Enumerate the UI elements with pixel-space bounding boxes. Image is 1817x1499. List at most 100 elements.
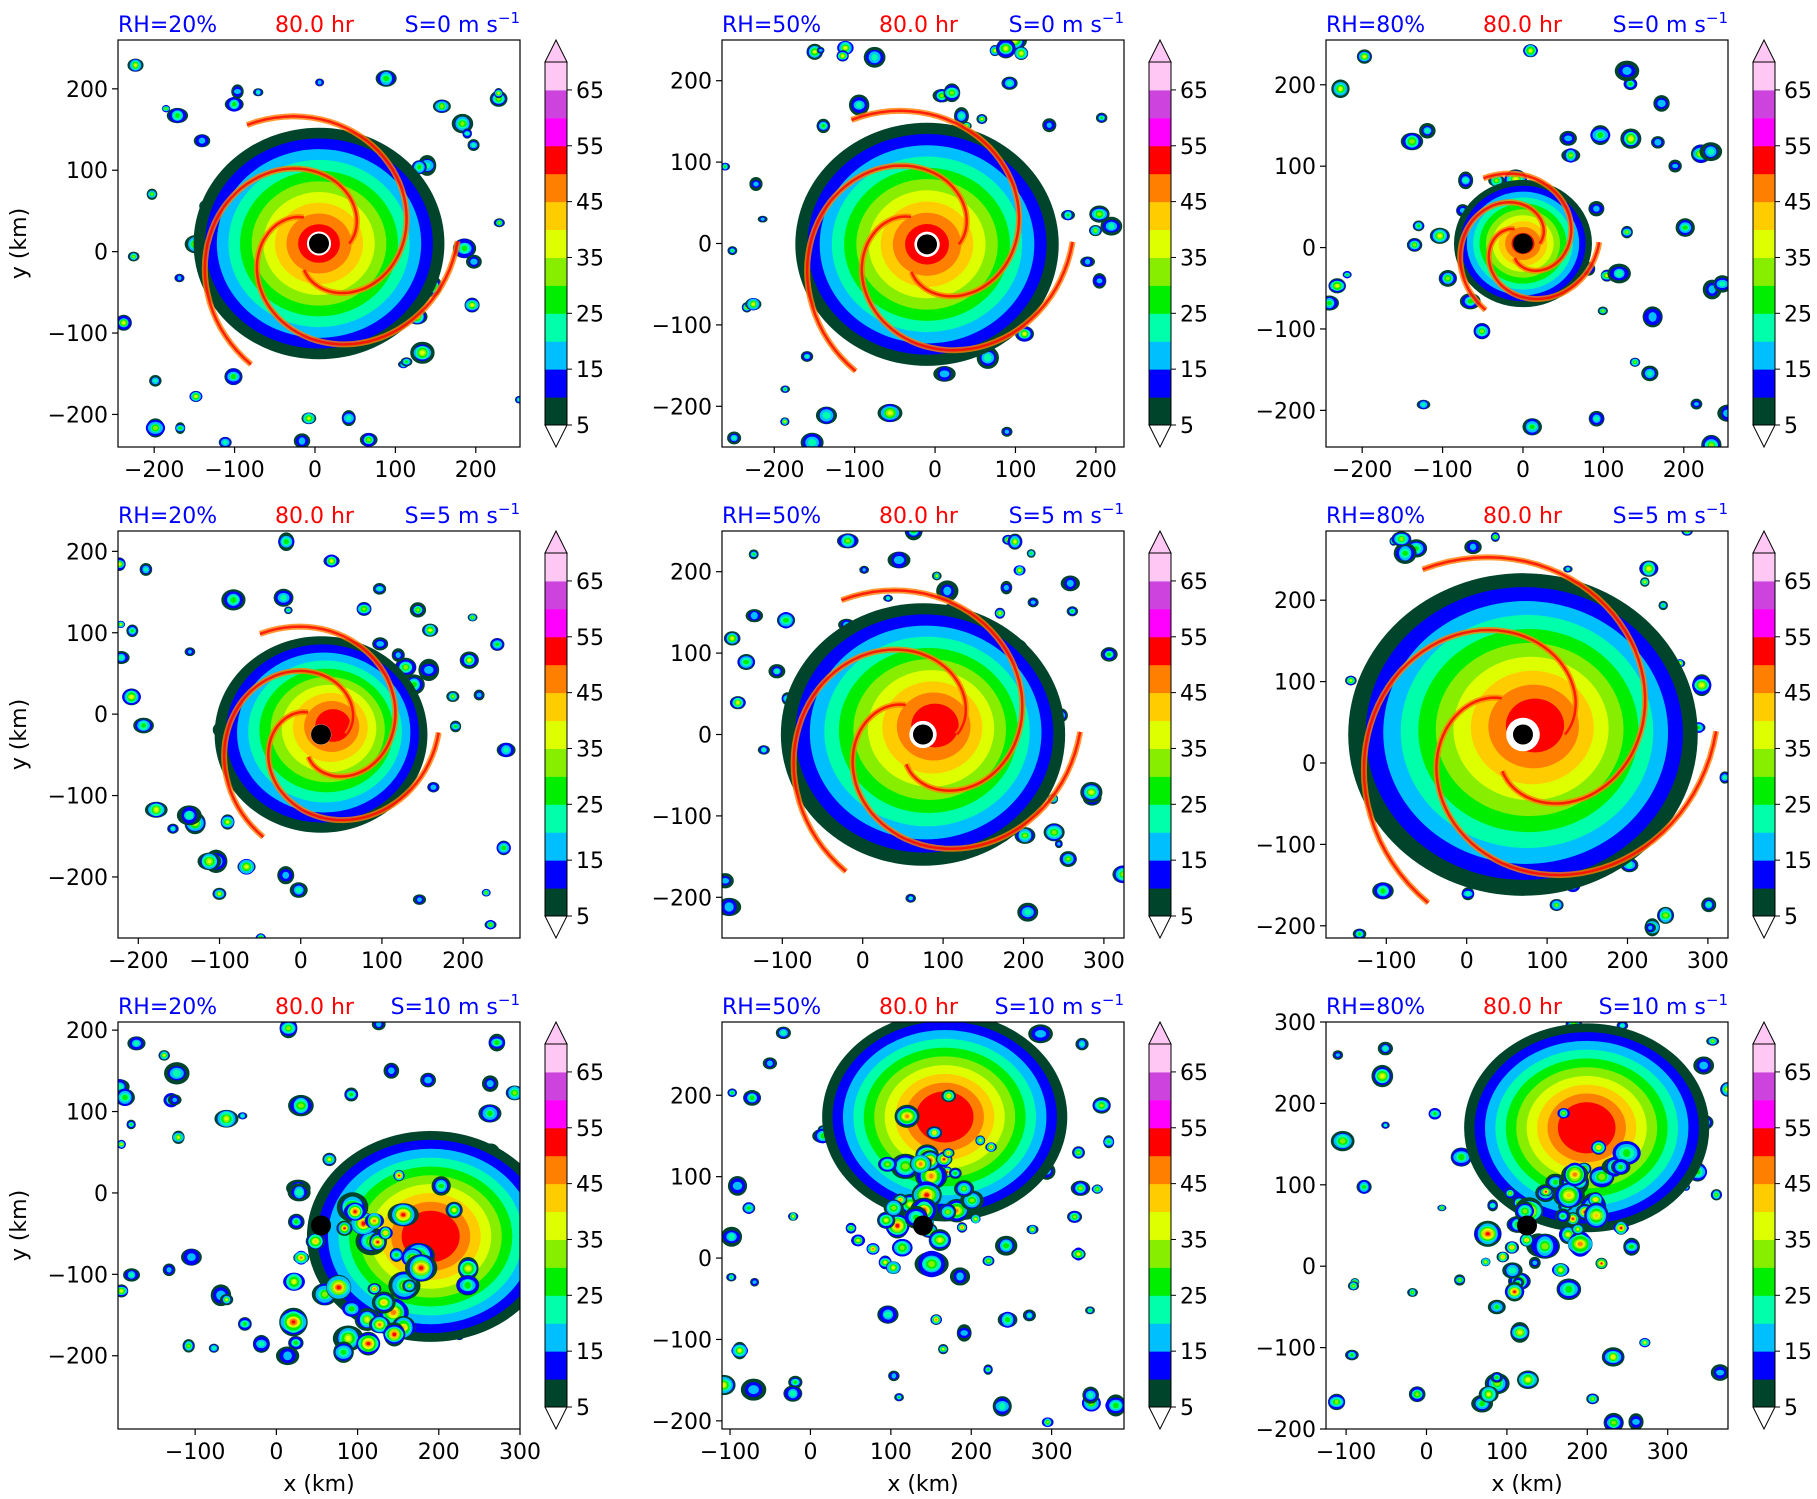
colorbar-segment xyxy=(1149,397,1171,426)
rainband-cell xyxy=(1529,1233,1560,1259)
x-tick-label: 100 xyxy=(922,949,964,974)
colorbar-segment xyxy=(1753,341,1775,370)
convective-cell xyxy=(449,720,462,733)
panel-title-shear: S=10 m s−1 xyxy=(995,991,1124,1020)
colorbar-tick-label: 45 xyxy=(576,191,604,216)
convective-cell xyxy=(1331,79,1350,99)
rainband-cell xyxy=(404,1254,438,1282)
colorbar: 5 15 25 35 45 55 65 xyxy=(544,1020,604,1431)
convective-cell xyxy=(127,58,144,72)
convective-cell xyxy=(123,1268,140,1282)
convective-cell xyxy=(371,1022,386,1031)
convective-cell xyxy=(1080,256,1095,268)
colorbar-extend-max xyxy=(544,1020,568,1045)
convective-cell xyxy=(1356,49,1373,64)
colorbar-segment xyxy=(1753,1295,1775,1324)
x-tick-label: −200 xyxy=(744,458,804,483)
y-axis-label: y (km) xyxy=(7,1190,32,1261)
convective-cell xyxy=(279,1022,298,1039)
convective-cell xyxy=(815,406,838,425)
convective-cell xyxy=(278,532,295,552)
rainband-cell xyxy=(402,1279,417,1293)
convective-cell xyxy=(740,1378,767,1401)
colorbar-tick-label: 65 xyxy=(1180,1061,1208,1086)
convective-cell xyxy=(118,1284,129,1298)
y-tick-label: −100 xyxy=(1256,1337,1316,1362)
rainband-cell xyxy=(928,1229,952,1251)
y-tick-label: 200 xyxy=(670,561,712,586)
colorbar-frame xyxy=(1752,552,1776,917)
x-tick-label: −100 xyxy=(204,458,264,483)
colorbar-tick-label: 55 xyxy=(1784,1117,1812,1142)
colorbar-segment xyxy=(1149,173,1171,203)
convective-cell xyxy=(1710,1189,1723,1201)
panel-1-3: −200 −100 0 100 200 −200 −100 0 100 200 RH=80% 80.0… xyxy=(1256,9,1812,483)
rainband-cell xyxy=(333,1341,354,1363)
rainband-cell xyxy=(383,1322,406,1347)
rainband-cell xyxy=(1496,1251,1510,1263)
x-tick-label: 0 xyxy=(1516,458,1530,483)
convective-cell xyxy=(126,1119,136,1130)
convective-cell xyxy=(750,1277,760,1287)
colorbar-segment xyxy=(1149,664,1171,694)
convective-cell xyxy=(1502,1262,1523,1279)
y-tick-label: 100 xyxy=(66,159,108,184)
convective-cell xyxy=(905,893,917,903)
convective-cell xyxy=(133,717,154,734)
convective-cell xyxy=(288,1335,304,1350)
colorbar-segment xyxy=(1753,720,1775,749)
colorbar-segment xyxy=(1753,62,1775,91)
convective-cell xyxy=(1628,1413,1644,1429)
rainband-cell xyxy=(1510,1321,1530,1343)
convective-cell xyxy=(1528,1256,1541,1269)
convective-cell xyxy=(490,637,505,651)
convective-cell xyxy=(1590,125,1611,146)
convective-cell xyxy=(466,254,482,269)
convective-cell xyxy=(1428,1107,1442,1120)
convective-cell xyxy=(1328,278,1346,294)
colorbar-segment xyxy=(1149,1267,1171,1296)
panel-2-2: −100 0 100 200 300 −200 −100 0 100 200 RH=50% 80.0 … xyxy=(652,500,1208,974)
colorbar-tick-label: 35 xyxy=(1180,1228,1208,1253)
convective-cell xyxy=(1054,839,1063,849)
panel-title-shear: S=0 m s−1 xyxy=(405,9,520,38)
colorbar-segment xyxy=(545,117,567,147)
convective-cell xyxy=(1620,128,1642,149)
x-tick-label: 100 xyxy=(1526,949,1568,974)
convective-cell xyxy=(1597,306,1608,316)
storm-center-marker xyxy=(311,1215,332,1236)
convective-cell xyxy=(1043,823,1065,842)
colorbar-segment xyxy=(1149,636,1171,666)
convective-cell xyxy=(742,1202,756,1214)
colorbar-segment xyxy=(1149,229,1171,258)
convective-cell xyxy=(1586,1393,1600,1405)
convective-cell xyxy=(788,1375,803,1389)
colorbar-segment xyxy=(1149,888,1171,917)
convective-cell xyxy=(514,395,520,404)
colorbar-tick-label: 65 xyxy=(1180,570,1208,595)
convective-cell xyxy=(127,1036,146,1051)
convective-cell xyxy=(722,1226,743,1247)
convective-cell xyxy=(162,1263,176,1277)
convective-cell xyxy=(1332,1050,1344,1060)
colorbar-tick-label: 15 xyxy=(1180,1340,1208,1365)
colorbar-segment xyxy=(545,257,567,286)
colorbar-segment xyxy=(1149,580,1171,610)
colorbar-segment xyxy=(1753,145,1775,175)
panel-title-shear: S=10 m s−1 xyxy=(391,991,520,1020)
colorbar-frame xyxy=(1148,552,1172,917)
convective-cell xyxy=(1342,270,1352,279)
colorbar-segment xyxy=(1149,1044,1171,1073)
colorbar-segment xyxy=(1149,1239,1171,1268)
y-tick-label: −200 xyxy=(652,886,712,911)
y-tick-label: −100 xyxy=(652,805,712,830)
convective-cell xyxy=(783,1385,803,1402)
colorbar-tick-label: 25 xyxy=(576,1284,604,1309)
colorbar-extend-min xyxy=(544,915,568,940)
convective-cell xyxy=(383,1062,400,1079)
convective-cell xyxy=(1347,1281,1360,1291)
convective-cell xyxy=(481,888,491,897)
convective-cell xyxy=(1070,1180,1091,1196)
storm-center-marker xyxy=(311,724,332,745)
